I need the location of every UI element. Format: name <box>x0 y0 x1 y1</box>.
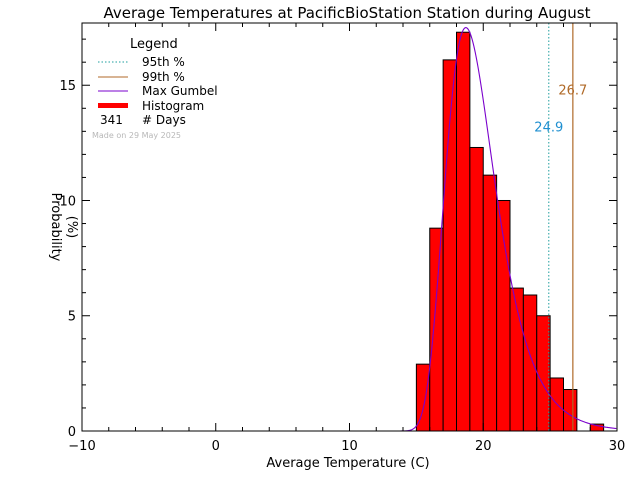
x-tick-label-4: 30 <box>609 439 626 454</box>
histogram-bar-11 <box>563 389 578 432</box>
p95-value-label: 24.9 <box>534 120 563 135</box>
histogram-bar-1 <box>429 227 444 432</box>
p99-value-label: 26.7 <box>558 83 587 98</box>
y-tick-label-2: 10 <box>59 194 76 209</box>
histogram-bar-8 <box>522 294 538 432</box>
histogram-bar-4 <box>469 146 484 432</box>
x-axis-label: Average Temperature (C) <box>266 456 429 471</box>
histogram-bar-5 <box>482 174 498 432</box>
chart-title: Average Temperatures at PacificBioStatio… <box>104 4 591 22</box>
legend-95th-label: 95th % <box>142 55 185 69</box>
histogram-bar-0 <box>415 363 431 432</box>
legend-histogram-label: Histogram <box>142 99 204 113</box>
x-tick-label-3: 20 <box>475 439 492 454</box>
histogram-bar-3 <box>456 31 471 432</box>
legend-histogram-swatch <box>98 103 128 108</box>
y-axis-label: Probability <box>48 193 63 262</box>
legend-title: Legend <box>130 37 178 52</box>
x-tick-label-1: 0 <box>212 439 220 454</box>
y-tick-label-3: 15 <box>59 79 76 94</box>
legend-days-count: 341 <box>100 113 123 127</box>
legend-gumbel-label: Max Gumbel <box>142 84 218 98</box>
x-tick-label-2: 10 <box>341 439 358 454</box>
legend-days-label: # Days <box>142 113 186 127</box>
histogram-bar-9 <box>536 315 551 432</box>
y-axis-unit: (%) <box>64 216 79 239</box>
histogram-bars <box>415 31 605 432</box>
made-on-note: Made on 29 May 2025 <box>92 131 181 140</box>
legend: Legend 95th % 99th % Max Gumbel Histogra… <box>92 37 218 140</box>
y-tick-label-0: 0 <box>68 425 76 440</box>
legend-99th-label: 99th % <box>142 70 185 84</box>
gumbel-curve <box>389 27 617 432</box>
x-tick-label-0: −10 <box>68 439 95 454</box>
y-tick-label-1: 5 <box>68 310 76 325</box>
